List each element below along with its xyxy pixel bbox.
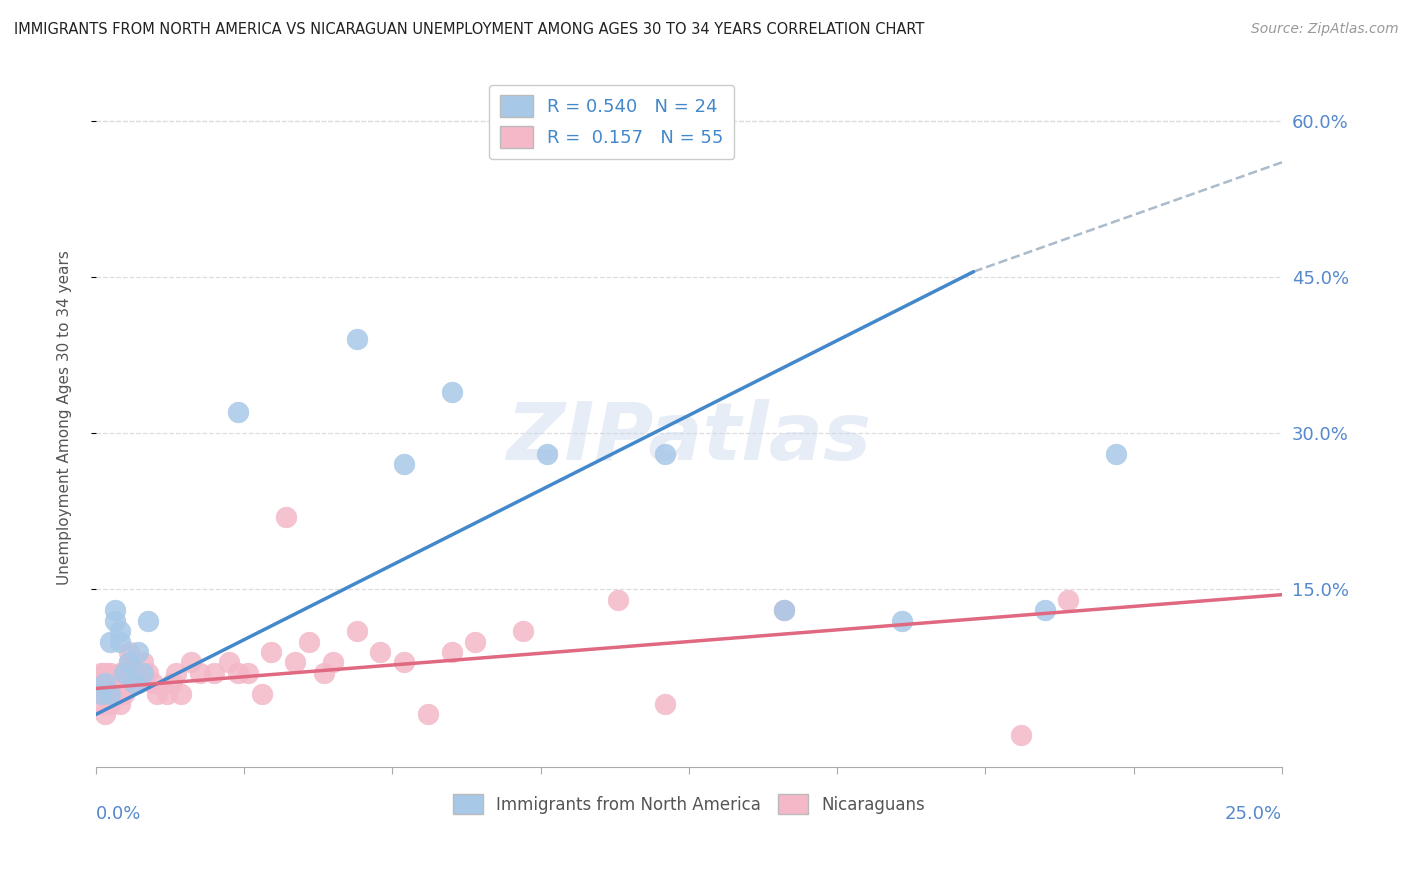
Text: ZIPatlas: ZIPatlas bbox=[506, 400, 872, 477]
Point bbox=[1033, 603, 1056, 617]
Point bbox=[128, 645, 150, 659]
Point bbox=[170, 687, 193, 701]
Point bbox=[94, 687, 117, 701]
Point bbox=[346, 333, 368, 347]
Point bbox=[112, 665, 135, 680]
Point bbox=[226, 405, 249, 419]
Point bbox=[118, 656, 141, 670]
Point bbox=[104, 687, 127, 701]
Point bbox=[1010, 728, 1032, 742]
Point bbox=[112, 687, 135, 701]
Point bbox=[118, 656, 141, 670]
Point bbox=[108, 624, 131, 639]
Point bbox=[108, 697, 131, 711]
Point bbox=[90, 665, 112, 680]
Point bbox=[146, 687, 169, 701]
Point bbox=[202, 665, 225, 680]
Point bbox=[165, 665, 187, 680]
Point bbox=[464, 634, 486, 648]
Text: 0.0%: 0.0% bbox=[96, 805, 141, 823]
Point bbox=[1057, 593, 1080, 607]
Point bbox=[512, 624, 534, 639]
Point bbox=[298, 634, 321, 648]
Point bbox=[236, 665, 259, 680]
Point bbox=[94, 707, 117, 722]
Legend: Immigrants from North America, Nicaraguans: Immigrants from North America, Nicaragua… bbox=[446, 788, 932, 821]
Point bbox=[392, 656, 415, 670]
Point bbox=[108, 665, 131, 680]
Point bbox=[98, 687, 121, 701]
Point bbox=[94, 665, 117, 680]
Point bbox=[136, 614, 159, 628]
Point bbox=[772, 603, 794, 617]
Point bbox=[250, 687, 273, 701]
Point bbox=[90, 697, 112, 711]
Point bbox=[416, 707, 439, 722]
Point bbox=[142, 676, 165, 690]
Point bbox=[122, 665, 145, 680]
Point bbox=[122, 676, 145, 690]
Point bbox=[98, 634, 121, 648]
Point bbox=[108, 634, 131, 648]
Point bbox=[440, 645, 463, 659]
Point bbox=[606, 593, 628, 607]
Point bbox=[98, 687, 121, 701]
Point bbox=[218, 656, 240, 670]
Point bbox=[1105, 447, 1128, 461]
Point bbox=[128, 676, 150, 690]
Point bbox=[160, 676, 183, 690]
Point bbox=[654, 447, 676, 461]
Point bbox=[156, 687, 179, 701]
Text: IMMIGRANTS FROM NORTH AMERICA VS NICARAGUAN UNEMPLOYMENT AMONG AGES 30 TO 34 YEA: IMMIGRANTS FROM NORTH AMERICA VS NICARAG… bbox=[14, 22, 924, 37]
Y-axis label: Unemployment Among Ages 30 to 34 years: Unemployment Among Ages 30 to 34 years bbox=[58, 250, 72, 585]
Point bbox=[90, 676, 112, 690]
Point bbox=[654, 697, 676, 711]
Point bbox=[772, 603, 794, 617]
Point bbox=[118, 645, 141, 659]
Point bbox=[104, 603, 127, 617]
Point bbox=[108, 687, 131, 701]
Point bbox=[274, 509, 297, 524]
Point bbox=[536, 447, 558, 461]
Point bbox=[346, 624, 368, 639]
Text: Source: ZipAtlas.com: Source: ZipAtlas.com bbox=[1251, 22, 1399, 37]
Point bbox=[104, 614, 127, 628]
Point bbox=[132, 656, 155, 670]
Point bbox=[180, 656, 202, 670]
Point bbox=[90, 687, 112, 701]
Point bbox=[322, 656, 344, 670]
Point bbox=[98, 697, 121, 711]
Point bbox=[370, 645, 392, 659]
Point bbox=[98, 676, 121, 690]
Point bbox=[112, 665, 135, 680]
Point bbox=[136, 665, 159, 680]
Point bbox=[98, 665, 121, 680]
Point bbox=[132, 665, 155, 680]
Text: 25.0%: 25.0% bbox=[1225, 805, 1282, 823]
Point bbox=[440, 384, 463, 399]
Point bbox=[284, 656, 307, 670]
Point bbox=[891, 614, 914, 628]
Point bbox=[188, 665, 211, 680]
Point bbox=[312, 665, 335, 680]
Point bbox=[260, 645, 283, 659]
Point bbox=[90, 687, 112, 701]
Point bbox=[94, 676, 117, 690]
Point bbox=[392, 458, 415, 472]
Point bbox=[104, 676, 127, 690]
Point bbox=[226, 665, 249, 680]
